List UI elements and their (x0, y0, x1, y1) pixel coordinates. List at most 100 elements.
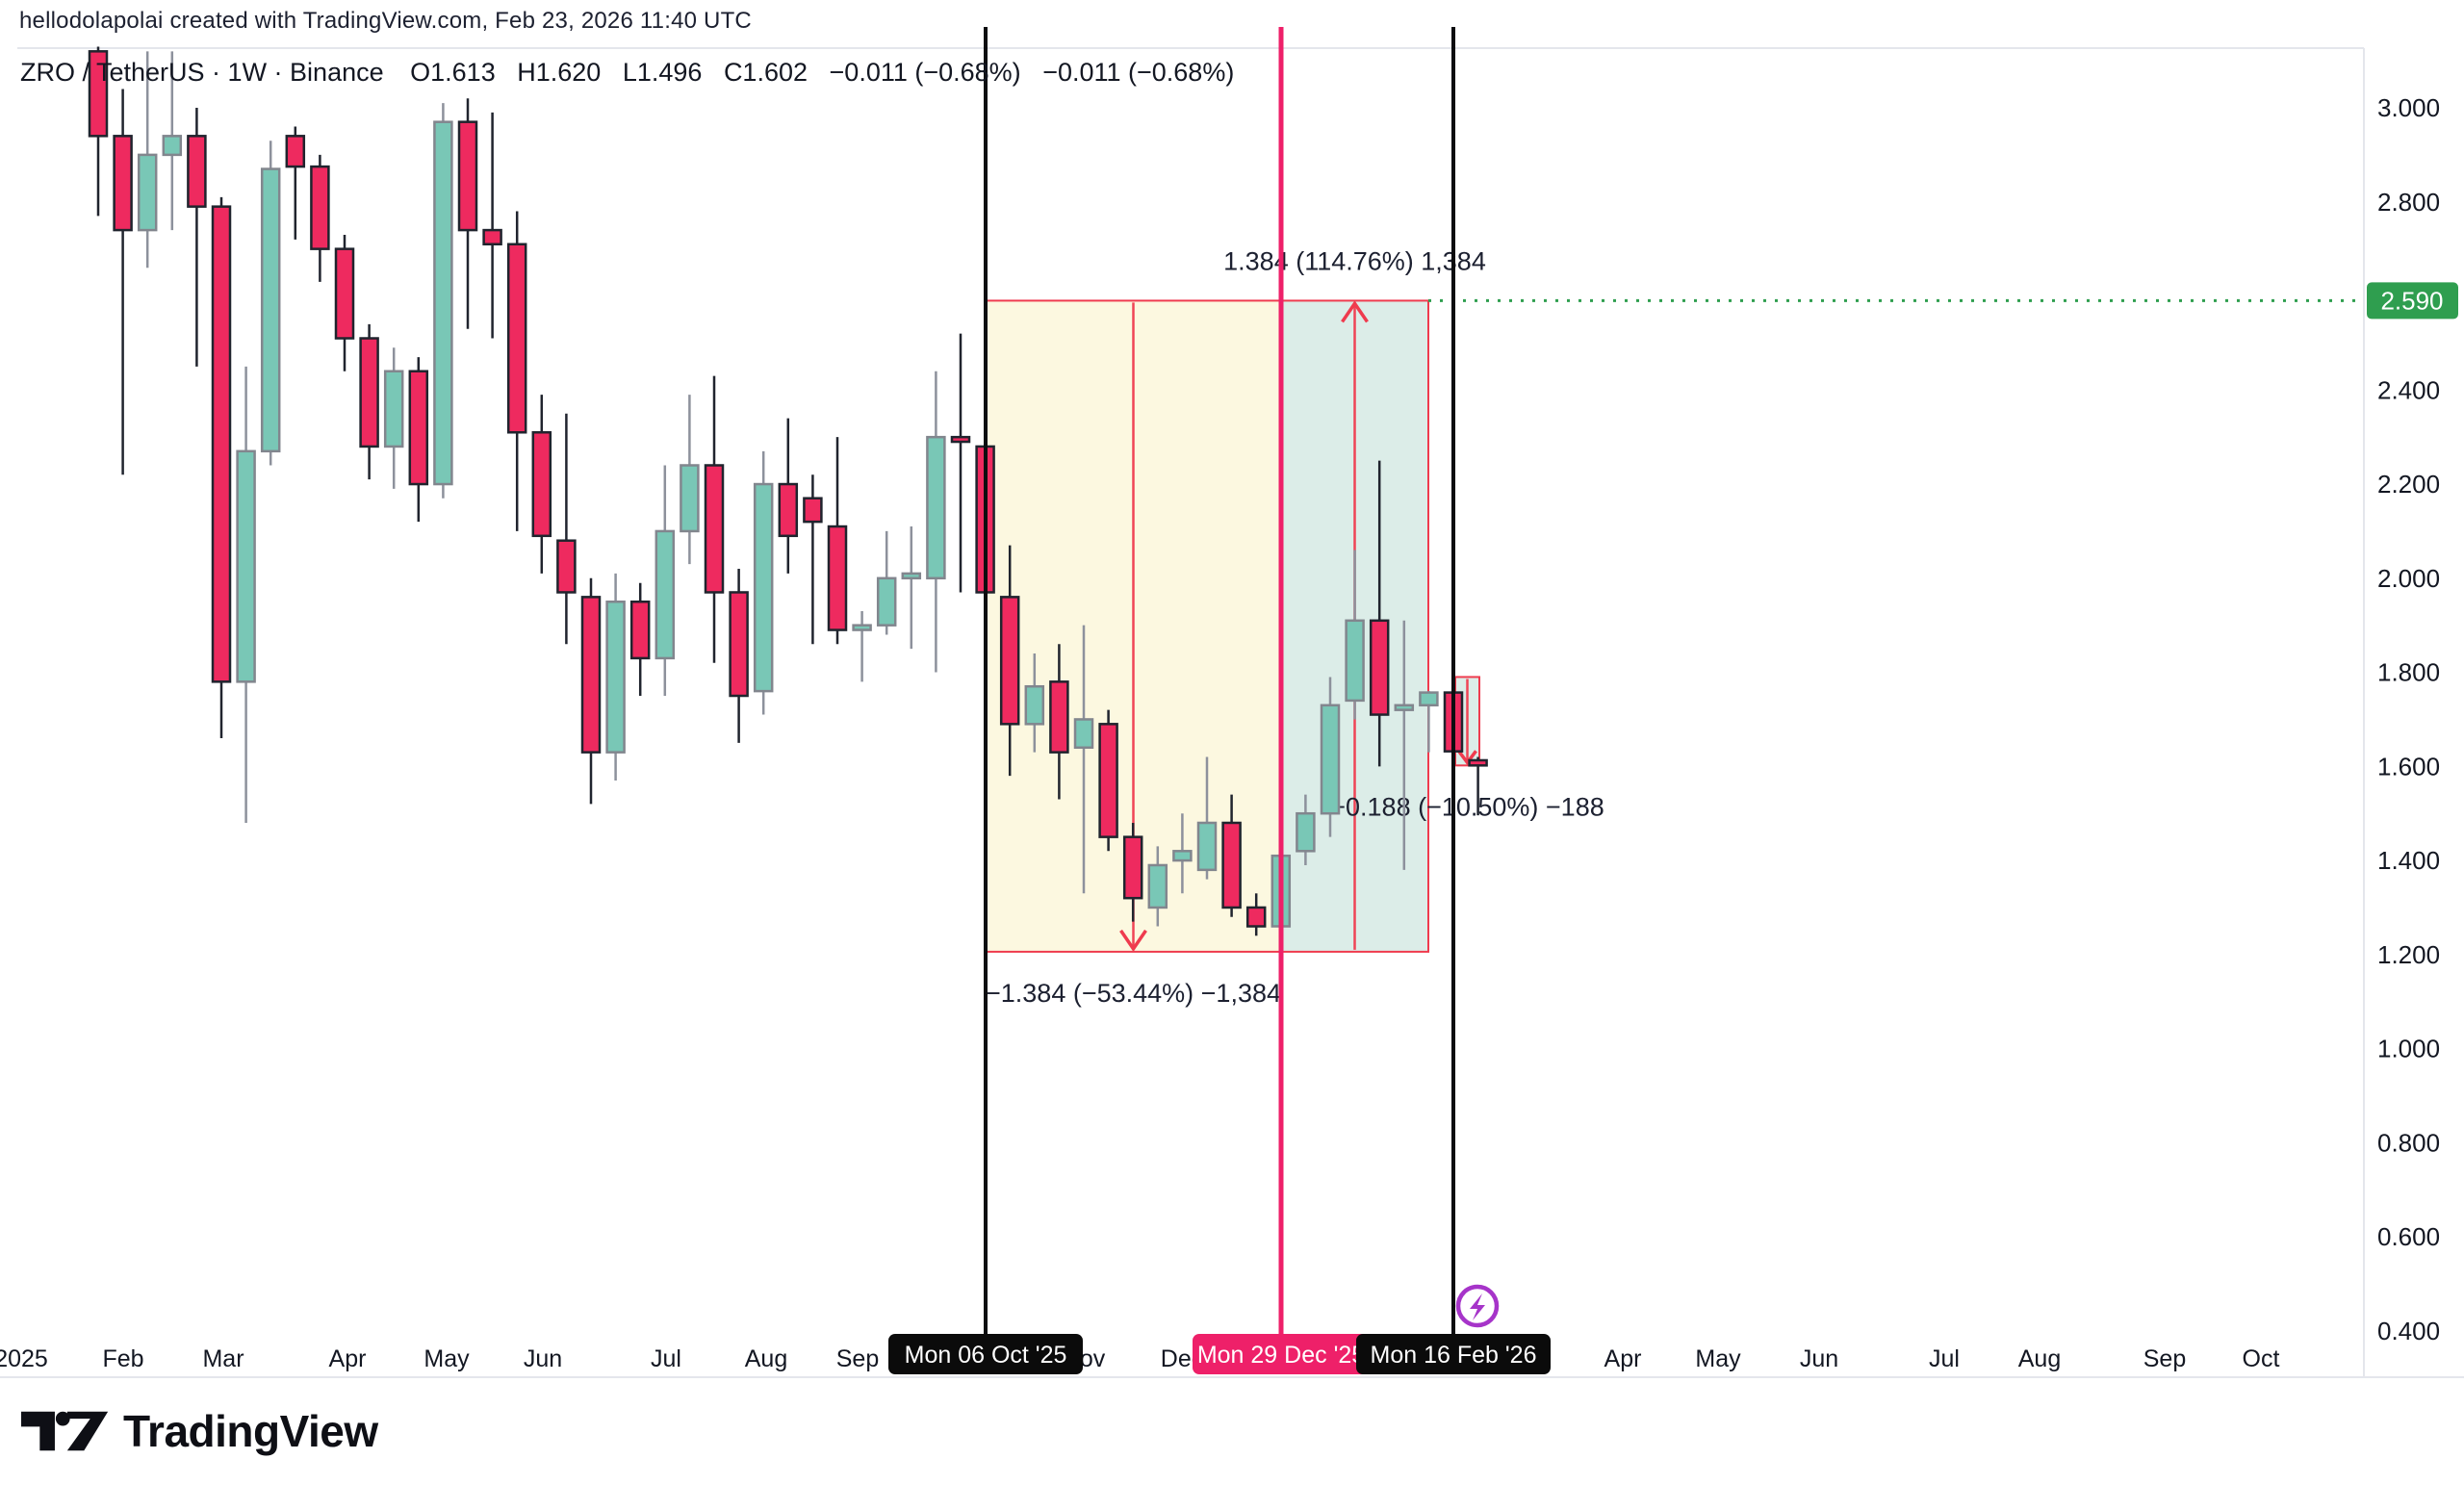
candle-2025-09-22 (926, 371, 946, 673)
candle-2025-06-16 (580, 577, 602, 805)
time-tick-Jun: Jun (1800, 1345, 1838, 1372)
time-tick-Mar: Mar (202, 1345, 244, 1372)
time-tick-May: May (1695, 1345, 1741, 1372)
candle-2025-06-23 (605, 573, 626, 781)
price-tick-1.400: 1.400 (2377, 846, 2440, 875)
price-tick-3.000: 3.000 (2377, 93, 2440, 122)
candle-2025-10-13 (999, 545, 1020, 777)
candle-2025-03-10 (236, 366, 256, 823)
bar-low-value: L1.496 (622, 58, 703, 87)
symbol-name: ZRO / TetherUS · 1W · Binance (20, 58, 384, 87)
candle-2025-02-24 (187, 108, 207, 367)
price-tick-0.400: 0.400 (2377, 1317, 2440, 1345)
time-tick-Jun: Jun (524, 1345, 562, 1372)
time-tick-Jul: Jul (651, 1345, 681, 1372)
candle-2025-12-01 (1172, 813, 1193, 894)
price-tick-2.800: 2.800 (2377, 188, 2440, 217)
range-label-0: −1.384 (−53.44%) −1,384 (986, 979, 1281, 1008)
candle-2025-07-28 (729, 569, 749, 743)
candle-2026-02-09 (1419, 691, 1439, 753)
tradingview-logo-icon (21, 1411, 109, 1451)
candle-2025-03-17 (260, 141, 281, 466)
candle-2025-08-25 (827, 437, 848, 645)
time-tick-Oct: Oct (2243, 1345, 2280, 1372)
time-tick-Apr: Apr (1604, 1345, 1642, 1372)
time-tick-Apr: Apr (329, 1345, 367, 1372)
candle-2025-09-08 (876, 530, 897, 635)
candle-2025-11-10 (1098, 709, 1118, 852)
candle-2025-12-08 (1196, 756, 1218, 880)
candle-2025-04-21 (383, 347, 404, 489)
candle-2025-11-03 (1073, 625, 1094, 894)
bar-close-value: C1.602 (723, 58, 808, 87)
candle-2025-03-03 (211, 196, 232, 738)
time-tick-Sep: Sep (836, 1345, 879, 1372)
svg-text:2.590: 2.590 (2380, 286, 2443, 315)
candle-2025-10-20 (1024, 653, 1045, 753)
candle-2026-01-12 (1320, 677, 1341, 837)
price-tick-2.000: 2.000 (2377, 564, 2440, 593)
time-tick-Aug: Aug (745, 1345, 787, 1372)
svg-text:Mon 16 Feb '26: Mon 16 Feb '26 (1371, 1342, 1537, 1369)
candle-2025-05-26 (506, 211, 527, 531)
candle-2025-08-18 (803, 474, 823, 645)
price-tick-0.600: 0.600 (2377, 1222, 2440, 1251)
symbol-info-line: ZRO / TetherUS · 1W · Binance O1.613 H1.… (20, 58, 1248, 88)
credit-line: hellodolapolai created with TradingView.… (19, 8, 752, 34)
time-tick-Aug: Aug (2018, 1345, 2061, 1372)
candle-2026-01-19 (1345, 550, 1365, 720)
date-badge-1[interactable]: Mon 29 Dec '25 (1193, 1334, 1370, 1374)
svg-text:Mon 29 Dec '25: Mon 29 Dec '25 (1197, 1342, 1365, 1369)
bar-change-repeat: −0.011 (−0.68%) (1042, 58, 1235, 87)
bar-high-value: H1.620 (517, 58, 602, 87)
candle-2026-01-26 (1369, 460, 1390, 767)
price-tick-1.200: 1.200 (2377, 940, 2440, 969)
range-label-2: −0.188 (−10.50%) −188 (1330, 792, 1604, 821)
time-tick-Sep: Sep (2143, 1345, 2186, 1372)
svg-text:Mon 06 Oct '25: Mon 06 Oct '25 (905, 1342, 1067, 1369)
candle-2025-06-09 (556, 413, 577, 645)
footer: TradingView (21, 1405, 378, 1457)
price-tick-1.800: 1.800 (2377, 658, 2440, 687)
price-tick-2.400: 2.400 (2377, 375, 2440, 404)
candle-2025-08-11 (778, 418, 799, 574)
candle-2025-05-19 (482, 112, 502, 339)
lightning-icon[interactable] (1455, 1284, 1500, 1328)
candle-2025-02-03 (113, 89, 133, 475)
candle-2025-11-24 (1147, 846, 1168, 927)
range-label-1: 1.384 (114.76%) 1,384 (1223, 246, 1486, 275)
bar-change-value: −0.011 (−0.68%) (829, 58, 1021, 87)
candle-2025-09-01 (852, 611, 872, 682)
price-tick-1.600: 1.600 (2377, 752, 2440, 781)
date-badge-0[interactable]: Mon 06 Oct '25 (888, 1334, 1083, 1374)
candle-2026-02-23 (1468, 756, 1488, 816)
candle-2025-01-27 (88, 46, 109, 217)
candle-2025-09-29 (950, 333, 971, 593)
candle-2025-03-31 (310, 154, 330, 282)
price-tick-2.200: 2.200 (2377, 470, 2440, 499)
price-tick-1.000: 1.000 (2377, 1035, 2440, 1063)
candle-2025-04-14 (359, 323, 379, 480)
candle-2025-08-04 (753, 450, 774, 715)
date-badge-2[interactable]: Mon 16 Feb '26 (1356, 1334, 1551, 1374)
candle-2026-02-02 (1394, 620, 1415, 870)
bar-open-value: O1.613 (410, 58, 496, 87)
target-price-badge: 2.590 (2367, 282, 2458, 320)
candle-2025-10-27 (1049, 644, 1069, 800)
candle-2025-06-30 (629, 582, 651, 696)
tradingview-logo-text: TradingView (123, 1406, 378, 1456)
candle-2025-06-02 (531, 395, 552, 574)
candle-2025-04-28 (408, 357, 429, 523)
candle-2025-11-17 (1122, 822, 1143, 922)
time-tick-Feb: Feb (102, 1345, 143, 1372)
candle-2025-07-14 (680, 395, 700, 565)
candle-2025-12-15 (1221, 794, 1242, 917)
time-tick-May: May (424, 1345, 470, 1372)
candle-2025-02-17 (162, 51, 183, 231)
candle-2025-05-12 (457, 98, 478, 329)
candle-2025-07-07 (654, 465, 676, 696)
price-range-tool-2[interactable]: −0.188 (−10.50%) −188 (1330, 676, 1604, 821)
candle-2026-01-05 (1296, 794, 1316, 865)
candle-2025-05-05 (433, 103, 453, 499)
